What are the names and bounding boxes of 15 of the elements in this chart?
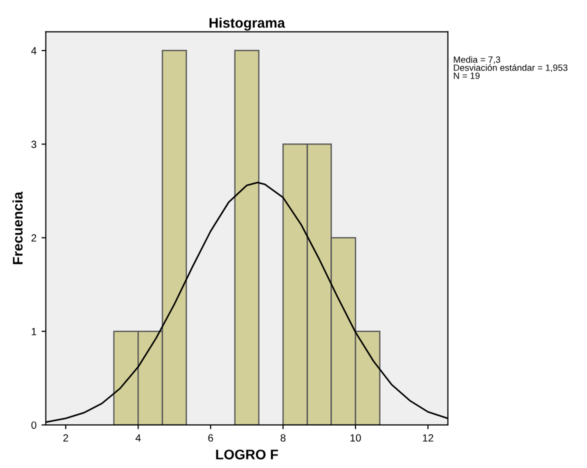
x-tick-label: 10 [350, 434, 361, 442]
chart-title: Histograma [210, 18, 286, 31]
x-tick-label: 6 [208, 434, 214, 442]
x-axis-title: LOGRO F [216, 450, 278, 460]
y-axis-title: Frecuencia [12, 192, 23, 264]
text: Media = 7,3 Desviación estándar = 1,953 N = 19 [454, 56, 568, 79]
x-tick-label: 8 [280, 434, 286, 442]
y-tick-label: 0 [31, 421, 36, 429]
y-tick-label: 2 [31, 234, 36, 242]
x-tick-label: 12 [422, 434, 434, 442]
x-tick-label: 2 [63, 434, 68, 442]
x-tick-label: 4 [136, 434, 141, 442]
y-tick-label: 1 [32, 328, 36, 336]
y-tick-label: 4 [31, 47, 36, 54]
y-tick-label: 3 [31, 140, 36, 148]
